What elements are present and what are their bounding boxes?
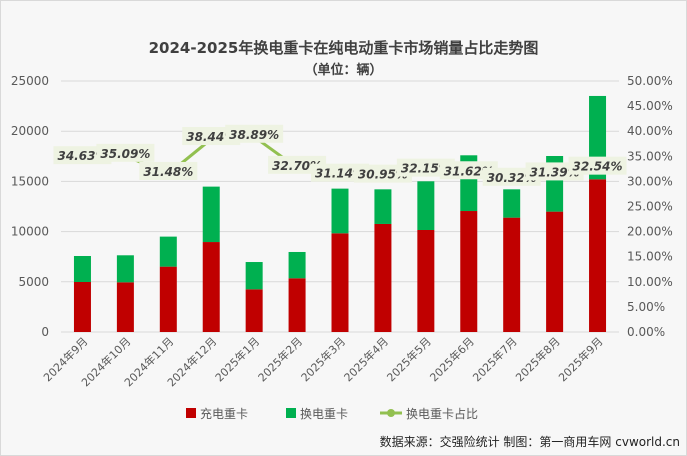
x-tick-label: 2025年3月 [298,334,348,384]
data-label-bg [225,124,284,143]
data-label: 32.54% [573,160,623,174]
x-tick-label: 2025年1月 [212,334,262,384]
bar-charging [116,282,134,332]
y2-tick-label: 10.00% [627,275,673,289]
data-label: 30.32% [487,171,537,185]
y2-tick-label: 15.00% [627,250,673,264]
data-label: 34.63% [57,149,107,163]
y2-tick-label: 35.00% [627,149,673,163]
chart-title: 2024-2025年换电重卡在纯电动重卡市场销量占比走势图 [148,39,539,57]
data-label: 31.14% [315,167,365,181]
source-note: 数据来源：交强险统计 制图：第一商用车网 cvworld.cn [379,435,680,449]
y-tick-label: 15000 [11,174,49,188]
bar-swapping [288,251,306,279]
bar-charging [589,179,607,332]
bar-charging [417,229,435,332]
y2-tick-label: 0.00% [627,325,665,339]
bar-charging [159,266,177,332]
data-label-bg [568,156,627,175]
data-label: 38.44% [186,130,236,144]
bar-swapping [245,262,263,290]
x-tick-label: 2025年9月 [555,334,605,384]
data-label: 35.09% [100,147,150,161]
legend-label: 换电重卡 [300,407,348,421]
data-label: 30.95% [358,168,408,182]
bar-swapping [202,186,220,243]
bar-charging [460,211,478,332]
x-tick-label: 2025年7月 [470,334,520,384]
data-label: 32.15% [401,162,451,176]
legend-swatch [186,408,196,418]
data-label: 32.70% [272,159,322,173]
y2-tick-label: 50.00% [627,74,673,88]
data-label-bg [139,161,198,180]
bar-swapping [116,255,134,283]
bar-charging [546,211,564,332]
bar-swapping [503,189,521,218]
legend-marker [387,409,395,417]
bar-charging [202,242,220,332]
y-tick-label: 20000 [11,124,49,138]
bar-swapping [159,236,177,267]
bar-swapping [374,189,392,224]
bar-charging [288,278,306,332]
bar-swapping [331,188,349,234]
y2-tick-label: 5.00% [627,300,665,314]
legend-swatch [286,408,296,418]
y-tick-label: 25000 [11,74,49,88]
y-tick-label: 10000 [11,225,49,239]
bar-swapping [417,181,435,230]
y2-tick-label: 30.00% [627,174,673,188]
x-tick-label: 2025年4月 [341,334,391,384]
y-tick-label: 0 [41,325,49,339]
x-tick-label: 2025年2月 [255,334,305,384]
chart-subtitle: （单位：辆） [304,63,383,78]
bar-charging [73,282,91,332]
y-tick-label: 5000 [18,275,49,289]
y2-tick-label: 20.00% [627,225,673,239]
y2-tick-label: 40.00% [627,124,673,138]
data-label-bg [96,143,155,162]
x-tick-label: 2025年5月 [384,334,434,384]
data-label: 31.48% [143,165,193,179]
x-tick-label: 2025年6月 [427,334,477,384]
legend-label: 充电重卡 [200,406,248,421]
x-tick-label: 2025年8月 [513,334,563,384]
data-label: 38.89% [229,128,279,142]
bar-charging [331,233,349,332]
bar-charging [374,223,392,332]
bar-charging [245,289,263,332]
y2-tick-label: 25.00% [627,200,673,214]
legend-label: 换电重卡占比 [406,406,478,421]
data-label: 31.39% [530,165,580,179]
bar-swapping [73,255,91,283]
data-label: 31.62% [444,164,494,178]
y2-tick-label: 45.00% [627,99,673,113]
bar-charging [503,217,521,332]
